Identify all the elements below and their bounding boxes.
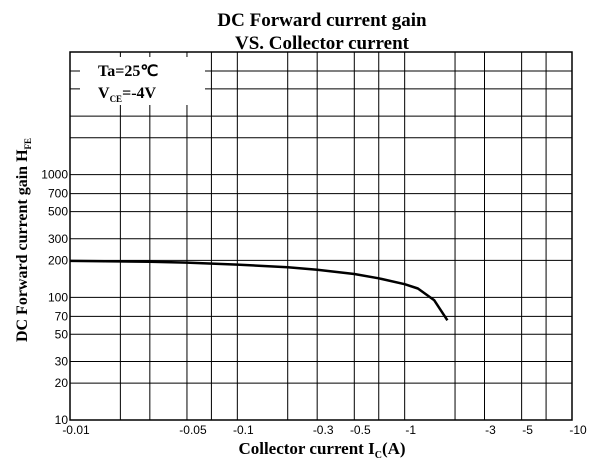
- data-line: [69, 259, 449, 321]
- x-tick-label: -0.05: [179, 423, 207, 437]
- annotation: Ta=25℃: [98, 63, 158, 80]
- x-tick-label: -0.5: [350, 423, 371, 437]
- y-axis-label-sub: FE: [23, 138, 33, 150]
- x-axis-label: Collector current IC(A): [238, 439, 405, 461]
- x-axis-label-text: Collector current I: [238, 439, 375, 458]
- annotation-box: [80, 57, 205, 105]
- y-tick-label: 700: [48, 187, 68, 201]
- x-tick-label: -10: [569, 423, 587, 437]
- x-tick-label: -3: [485, 423, 496, 437]
- y-axis-label-text: DC Forward current gain H: [14, 149, 31, 342]
- y-tick-label: 70: [55, 309, 69, 323]
- annotation-text: =-4V: [122, 85, 156, 102]
- x-tick-label: -5: [522, 423, 533, 437]
- x-axis-label-sub: C: [375, 450, 382, 461]
- plot-frame: [69, 51, 573, 421]
- chart-title: DC Forward current gain: [217, 10, 427, 31]
- annotation-text: V: [98, 85, 110, 102]
- y-tick-label: 50: [55, 327, 69, 341]
- x-axis-label-text: (A): [382, 439, 406, 458]
- x-tick-label: -0.3: [313, 423, 334, 437]
- y-axis-label: DC Forward current gain HFE: [14, 138, 33, 342]
- annotation-text: CE: [110, 94, 123, 104]
- y-tick-label: 20: [55, 376, 69, 390]
- annotation: VCE=-4V: [98, 85, 157, 104]
- x-tick-label: -0.01: [62, 423, 90, 437]
- x-tick-label: -1: [405, 423, 416, 437]
- y-tick-label: 200: [48, 253, 68, 267]
- y-tick-label: 300: [48, 232, 68, 246]
- y-tick-label: 1000: [41, 168, 68, 182]
- x-tick-label: -0.1: [233, 423, 254, 437]
- chart-title: VS. Collector current: [235, 33, 410, 54]
- y-tick-label: 30: [55, 354, 69, 368]
- y-tick-label: 500: [48, 205, 68, 219]
- y-tick-label: 100: [48, 290, 68, 304]
- y-tick-label: 10: [55, 413, 69, 427]
